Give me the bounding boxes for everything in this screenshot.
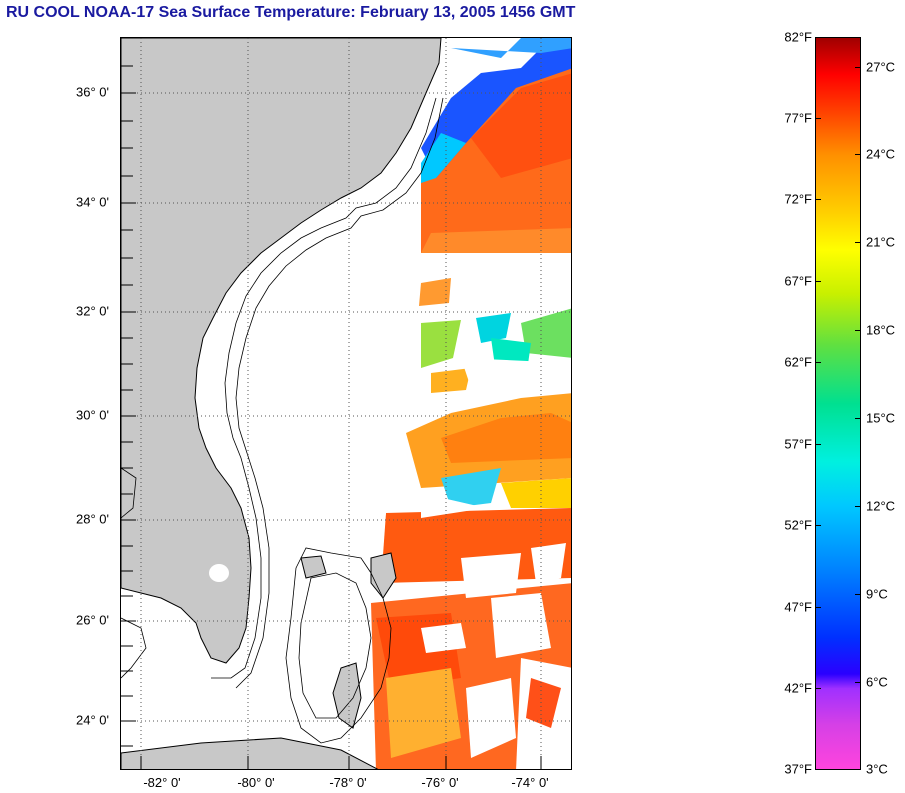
fahrenheit-tick: [815, 444, 821, 445]
fahrenheit-tick: [815, 607, 821, 608]
lon-label-82: -82° 0': [143, 775, 181, 790]
lat-label-28: 28° 0': [76, 511, 109, 527]
sst-data-layer: [356, 38, 571, 769]
fahrenheit-label-42: 42°F: [784, 680, 812, 696]
celsius-label-18: 18°C: [866, 322, 896, 338]
lat-label-30: 30° 0': [76, 407, 109, 423]
sst-map-graphic: [121, 38, 571, 769]
celsius-tick: [855, 418, 861, 419]
celsius-label-21: 21°C: [866, 234, 896, 250]
bathymetry-contours: [121, 97, 444, 744]
sst-map: [120, 37, 572, 770]
fahrenheit-label-62: 62°F: [784, 354, 812, 370]
lat-label-32: 32° 0': [76, 303, 109, 319]
celsius-label-6: 6°C: [866, 674, 888, 690]
celsius-label-15: 15°C: [866, 410, 896, 426]
fahrenheit-label-52: 52°F: [784, 517, 812, 533]
celsius-label-24: 24°C: [866, 146, 896, 162]
fahrenheit-label-72: 72°F: [784, 191, 812, 207]
fahrenheit-tick: [815, 525, 821, 526]
lon-ticks: [140, 756, 542, 769]
fahrenheit-label-82: 82°F: [784, 29, 812, 45]
map-title: RU COOL NOAA-17 Sea Surface Temperature:…: [6, 4, 576, 21]
celsius-label-27: 27°C: [866, 59, 896, 75]
celsius-tick: [855, 67, 861, 68]
lat-label-24: 24° 0': [76, 712, 109, 728]
fahrenheit-label-57: 57°F: [784, 436, 812, 452]
temperature-colorbar: [815, 37, 861, 770]
lon-label-74: -74° 0': [511, 775, 549, 790]
celsius-label-3: 3°C: [866, 761, 888, 777]
lon-label-80: -80° 0': [237, 775, 275, 790]
fahrenheit-tick: [815, 362, 821, 363]
celsius-tick: [855, 242, 861, 243]
lon-label-76: -76° 0': [421, 775, 459, 790]
fahrenheit-tick: [815, 118, 821, 119]
lat-label-36: 36° 0': [76, 84, 109, 100]
lat-label-34: 34° 0': [76, 194, 109, 210]
fahrenheit-label-67: 67°F: [784, 273, 812, 289]
celsius-tick: [855, 154, 861, 155]
fahrenheit-label-47: 47°F: [784, 599, 812, 615]
fahrenheit-label-77: 77°F: [784, 110, 812, 126]
celsius-label-9: 9°C: [866, 586, 888, 602]
celsius-tick: [855, 682, 861, 683]
graticule: [121, 38, 571, 769]
fahrenheit-tick: [815, 199, 821, 200]
lat-label-26: 26° 0': [76, 612, 109, 628]
fahrenheit-tick: [815, 281, 821, 282]
celsius-tick: [855, 594, 861, 595]
celsius-label-12: 12°C: [866, 498, 896, 514]
lat-minor-ticks: [121, 65, 136, 747]
fahrenheit-label-37: 37°F: [784, 761, 812, 777]
lon-label-78: -78° 0': [329, 775, 367, 790]
fahrenheit-tick: [815, 688, 821, 689]
celsius-tick: [855, 330, 861, 331]
land-layer: [121, 38, 442, 769]
celsius-tick: [855, 506, 861, 507]
